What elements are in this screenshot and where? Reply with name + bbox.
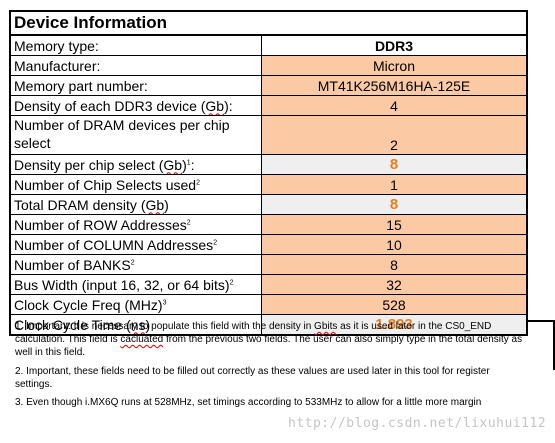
footnote-3: 3. Even though i.MX6Q runs at 528MHz, se… <box>15 397 482 409</box>
total-density-value: 8 <box>261 194 526 215</box>
clock-time-label: Clock Cycle Time (ns) <box>11 314 262 334</box>
table-row: Number of DRAM devices per chip select 2 <box>11 115 526 155</box>
table-row: Clock Cycle Freq (MHz)3 528 <box>11 294 526 315</box>
density-per-cs-label: Density per chip select (Gb)1: <box>11 154 262 175</box>
footnote-2: 2. Important, these fields need to be fi… <box>15 365 490 390</box>
column-addresses-value[interactable]: 10 <box>261 234 526 255</box>
devices-per-cs-value[interactable]: 2 <box>261 115 526 155</box>
memory-type-label: Memory type: <box>11 35 262 56</box>
footnote-1: 1. Important: it is necessary to populat… <box>15 321 523 359</box>
banks-label: Number of BANKS2 <box>11 254 262 275</box>
table-row: Number of Chip Selects used2 1 <box>11 174 526 195</box>
table-row: Clock Cycle Time (ns) 1.893 <box>11 314 526 334</box>
chip-selects-value[interactable]: 1 <box>261 174 526 195</box>
table-row: Density per chip select (Gb)1: 8 <box>11 154 526 175</box>
table-row: Number of COLUMN Addresses2 10 <box>11 234 526 255</box>
device-info-grid: Memory type: DDR3 Manufacturer: Micron M… <box>11 35 526 334</box>
part-number-label: Memory part number: <box>11 75 262 96</box>
manufacturer-value[interactable]: Micron <box>261 55 526 76</box>
device-information-table: Device Information Memory type: DDR3 Man… <box>9 10 528 336</box>
table-row: Number of ROW Addresses2 15 <box>11 214 526 235</box>
divider-line-vertical <box>553 320 555 370</box>
table-row: Memory type: DDR3 <box>11 35 526 56</box>
row-addresses-value[interactable]: 15 <box>261 214 526 235</box>
table-row: Number of BANKS2 8 <box>11 254 526 275</box>
total-density-label: Total DRAM density (Gb) <box>11 194 262 215</box>
table-row: Memory part number: MT41K256M16HA-125E <box>11 75 526 96</box>
column-addresses-label: Number of COLUMN Addresses2 <box>11 234 262 255</box>
clock-freq-value[interactable]: 528 <box>261 294 526 315</box>
part-number-value[interactable]: MT41K256M16HA-125E <box>261 75 526 96</box>
density-per-cs-value: 8 <box>261 154 526 175</box>
table-row: Bus Width (input 16, 32, or 64 bits)2 32 <box>11 274 526 295</box>
divider-line <box>528 320 555 322</box>
table-row: Density of each DDR3 device (Gb): 4 <box>11 95 526 116</box>
watermark: http://blog.csdn.net/lixuhui112 <box>288 416 547 431</box>
row-addresses-label: Number of ROW Addresses2 <box>11 214 262 235</box>
device-density-value[interactable]: 4 <box>261 95 526 116</box>
table-title: Device Information <box>11 12 526 35</box>
table-row: Total DRAM density (Gb) 8 <box>11 194 526 215</box>
bus-width-label: Bus Width (input 16, 32, or 64 bits)2 <box>11 274 262 295</box>
banks-value[interactable]: 8 <box>261 254 526 275</box>
clock-time-value: 1.893 <box>261 314 526 334</box>
memory-type-value[interactable]: DDR3 <box>261 35 526 56</box>
bus-width-value[interactable]: 32 <box>261 274 526 295</box>
manufacturer-label: Manufacturer: <box>11 55 262 76</box>
chip-selects-label: Number of Chip Selects used2 <box>11 174 262 195</box>
footnotes: 1. Important: it is necessary to populat… <box>9 320 528 414</box>
table-row: Manufacturer: Micron <box>11 55 526 76</box>
clock-freq-label: Clock Cycle Freq (MHz)3 <box>11 294 262 315</box>
device-density-label: Density of each DDR3 device (Gb): <box>11 95 262 116</box>
devices-per-cs-label: Number of DRAM devices per chip select <box>11 115 262 155</box>
